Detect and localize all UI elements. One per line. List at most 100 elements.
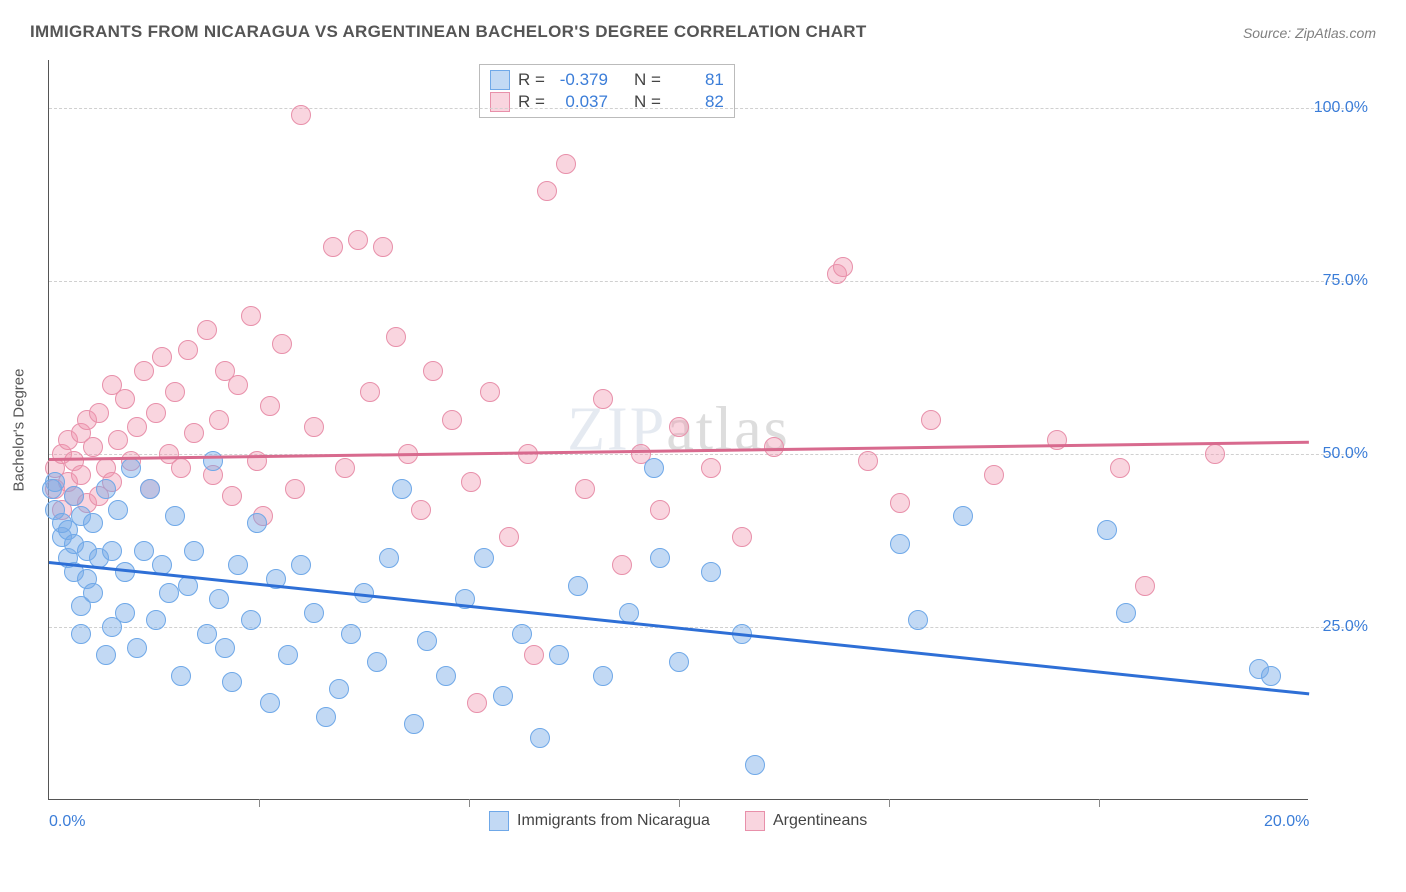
point-nicaragua (222, 672, 242, 692)
gridline (49, 108, 1359, 109)
point-argentinean (152, 347, 172, 367)
point-argentinean (222, 486, 242, 506)
point-nicaragua (367, 652, 387, 672)
point-argentinean (285, 479, 305, 499)
point-nicaragua (228, 555, 248, 575)
point-argentinean (1047, 430, 1067, 450)
point-nicaragua (379, 548, 399, 568)
point-nicaragua (127, 638, 147, 658)
stats-row: R = -0.379N = 81 (490, 69, 724, 91)
point-argentinean (612, 555, 632, 575)
chart-title: IMMIGRANTS FROM NICARAGUA VS ARGENTINEAN… (30, 22, 867, 42)
point-argentinean (71, 465, 91, 485)
x-tick (889, 799, 890, 807)
point-argentinean (1205, 444, 1225, 464)
x-tick (259, 799, 260, 807)
point-nicaragua (197, 624, 217, 644)
point-argentinean (89, 403, 109, 423)
point-nicaragua (417, 631, 437, 651)
point-nicaragua (329, 679, 349, 699)
point-argentinean (184, 423, 204, 443)
point-argentinean (858, 451, 878, 471)
n-value: 81 (669, 70, 724, 90)
point-nicaragua (701, 562, 721, 582)
point-nicaragua (241, 610, 261, 630)
point-nicaragua (493, 686, 513, 706)
point-nicaragua (165, 506, 185, 526)
point-argentinean (146, 403, 166, 423)
point-argentinean (1135, 576, 1155, 596)
point-nicaragua (1097, 520, 1117, 540)
point-argentinean (593, 389, 613, 409)
point-nicaragua (890, 534, 910, 554)
point-argentinean (134, 361, 154, 381)
point-nicaragua (42, 479, 62, 499)
x-tick (469, 799, 470, 807)
point-nicaragua (203, 451, 223, 471)
point-argentinean (108, 430, 128, 450)
series-legend: Immigrants from Nicaragua Argentineans (489, 811, 867, 831)
point-argentinean (984, 465, 1004, 485)
point-nicaragua (568, 576, 588, 596)
x-tick (679, 799, 680, 807)
point-argentinean (228, 375, 248, 395)
legend-swatch (490, 70, 510, 90)
point-nicaragua (171, 666, 191, 686)
point-argentinean (386, 327, 406, 347)
point-argentinean (260, 396, 280, 416)
legend-label: Immigrants from Nicaragua (517, 812, 710, 830)
point-nicaragua (96, 645, 116, 665)
point-argentinean (833, 257, 853, 277)
point-nicaragua (64, 486, 84, 506)
point-nicaragua (341, 624, 361, 644)
point-nicaragua (1261, 666, 1281, 686)
correlation-stats-box: R = -0.379N = 81R = 0.037N = 82 (479, 64, 735, 118)
point-nicaragua (83, 583, 103, 603)
point-nicaragua (83, 513, 103, 533)
y-tick-label: 75.0% (1313, 272, 1368, 290)
point-nicaragua (102, 541, 122, 561)
r-label: R = (518, 70, 545, 90)
legend-swatch (489, 811, 509, 831)
point-nicaragua (644, 458, 664, 478)
point-nicaragua (392, 479, 412, 499)
gridline (49, 281, 1359, 282)
y-tick-label: 25.0% (1313, 618, 1368, 636)
point-argentinean (178, 340, 198, 360)
point-nicaragua (474, 548, 494, 568)
point-argentinean (423, 361, 443, 381)
point-argentinean (467, 693, 487, 713)
point-argentinean (411, 500, 431, 520)
point-nicaragua (953, 506, 973, 526)
point-argentinean (442, 410, 462, 430)
point-argentinean (127, 417, 147, 437)
point-argentinean (499, 527, 519, 547)
point-argentinean (209, 410, 229, 430)
point-argentinean (241, 306, 261, 326)
legend-swatch (745, 811, 765, 831)
point-argentinean (1110, 458, 1130, 478)
point-argentinean (480, 382, 500, 402)
x-tick-label: 20.0% (1264, 813, 1309, 831)
point-nicaragua (908, 610, 928, 630)
y-tick-label: 100.0% (1313, 99, 1368, 117)
plot-container: Bachelor's Degree ZIPatlas R = -0.379N =… (48, 60, 1368, 830)
y-tick-label: 50.0% (1313, 445, 1368, 463)
plot-area: Bachelor's Degree ZIPatlas R = -0.379N =… (48, 60, 1308, 800)
point-nicaragua (404, 714, 424, 734)
point-nicaragua (1116, 603, 1136, 623)
point-argentinean (890, 493, 910, 513)
point-nicaragua (134, 541, 154, 561)
point-argentinean (732, 527, 752, 547)
point-argentinean (921, 410, 941, 430)
point-nicaragua (745, 755, 765, 775)
point-argentinean (323, 237, 343, 257)
point-nicaragua (291, 555, 311, 575)
point-argentinean (537, 181, 557, 201)
point-nicaragua (593, 666, 613, 686)
legend-label: Argentineans (773, 812, 867, 830)
point-nicaragua (316, 707, 336, 727)
source-attribution: Source: ZipAtlas.com (1243, 25, 1376, 41)
point-nicaragua (184, 541, 204, 561)
point-nicaragua (159, 583, 179, 603)
